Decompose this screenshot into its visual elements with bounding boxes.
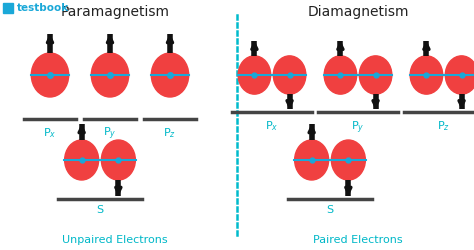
Text: P$_y$: P$_y$	[351, 119, 365, 136]
Text: Diamagnetism: Diamagnetism	[307, 5, 409, 19]
Ellipse shape	[359, 56, 392, 94]
Text: P$_x$: P$_x$	[265, 119, 279, 133]
Text: Unpaired Electrons: Unpaired Electrons	[62, 235, 168, 245]
Text: P$_x$: P$_x$	[43, 126, 57, 140]
Ellipse shape	[151, 53, 189, 97]
Text: testbook: testbook	[17, 3, 69, 13]
Ellipse shape	[101, 140, 136, 180]
Text: P$_y$: P$_y$	[103, 126, 117, 142]
Ellipse shape	[410, 56, 443, 94]
Text: Paired Electrons: Paired Electrons	[313, 235, 403, 245]
Ellipse shape	[295, 140, 328, 180]
Ellipse shape	[445, 56, 474, 94]
Ellipse shape	[91, 53, 129, 97]
Text: Paramagnetism: Paramagnetism	[61, 5, 170, 19]
Text: S: S	[327, 205, 334, 215]
Ellipse shape	[31, 53, 69, 97]
Text: S: S	[96, 205, 103, 215]
Ellipse shape	[238, 56, 271, 94]
Text: P$_z$: P$_z$	[438, 119, 450, 133]
Ellipse shape	[64, 140, 99, 180]
Ellipse shape	[324, 56, 357, 94]
Text: P$_z$: P$_z$	[164, 126, 176, 140]
Ellipse shape	[331, 140, 365, 180]
Ellipse shape	[273, 56, 306, 94]
